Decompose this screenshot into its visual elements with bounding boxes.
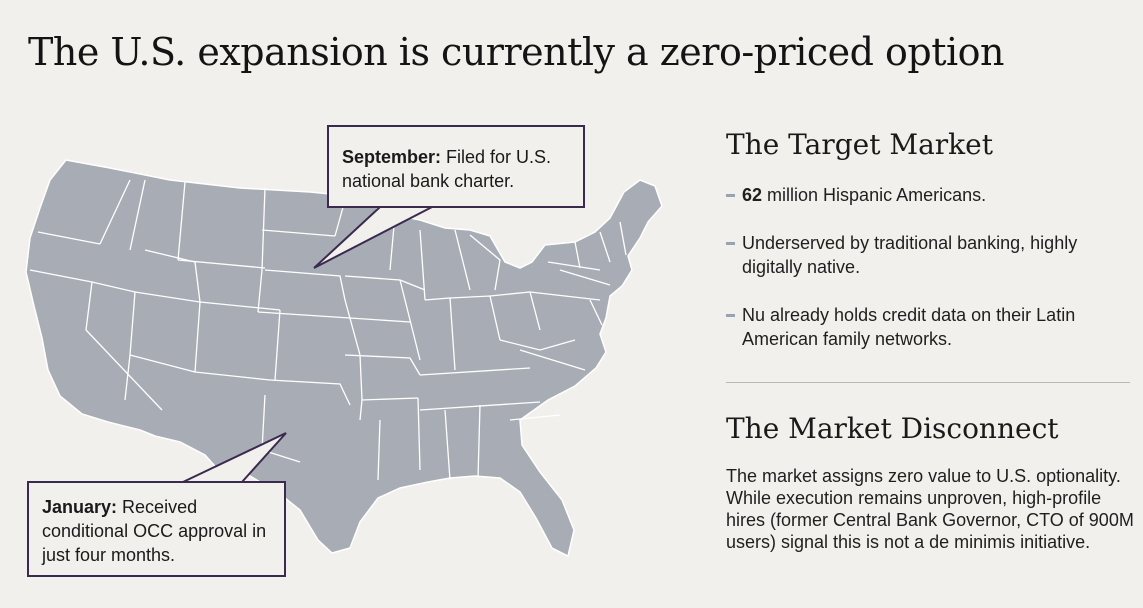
bullet-dash-icon (726, 314, 735, 317)
target-market-list: 62 million Hispanic Americans. Underserv… (726, 183, 1131, 375)
market-disconnect-body: The market assigns zero value to U.S. op… (726, 466, 1134, 552)
target-market-heading: The Target Market (726, 128, 993, 161)
bullet-text: million Hispanic Americans. (762, 185, 987, 205)
market-disconnect-heading: The Market Disconnect (726, 412, 1059, 445)
january-pointer (182, 432, 287, 483)
bullet-text: Nu already holds credit data on their La… (742, 305, 1076, 349)
us-map: September: Filed for U.S. national bank … (25, 125, 663, 577)
bullet-dash-icon (726, 194, 735, 197)
list-item: Underserved by traditional banking, high… (726, 231, 1131, 279)
page-title: The U.S. expansion is currently a zero-p… (28, 30, 1004, 74)
september-pointer (313, 206, 433, 269)
callout-january: January: Received conditional OCC approv… (27, 481, 286, 577)
bullet-bold: 62 (742, 185, 763, 205)
list-item: 62 million Hispanic Americans. (726, 183, 1131, 207)
us-map-svg (25, 159, 663, 558)
state-borders (29, 179, 627, 481)
callout-september-label: September: (342, 147, 442, 167)
list-item: Nu already holds credit data on their La… (726, 303, 1131, 351)
callout-september: September: Filed for U.S. national bank … (327, 125, 585, 208)
callout-pointers (182, 206, 433, 483)
section-divider (726, 382, 1130, 383)
callout-january-label: January: (42, 497, 118, 517)
bullet-text: Underserved by traditional banking, high… (742, 233, 1078, 277)
bullet-dash-icon (726, 242, 735, 245)
callout-january-text: Received conditional OCC approval in jus… (42, 497, 267, 565)
callout-september-text: Filed for U.S. national bank charter. (342, 147, 552, 191)
